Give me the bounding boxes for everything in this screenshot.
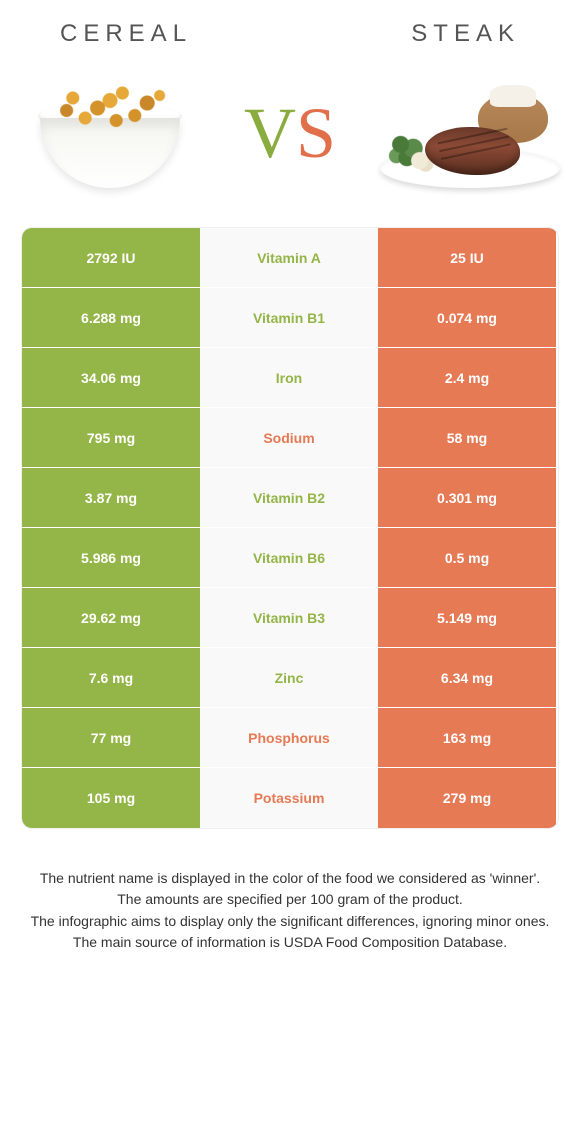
nutrient-row: 77 mgPhosphorus163 mg [22, 708, 558, 768]
nutrient-row: 34.06 mgIron2.4 mg [22, 348, 558, 408]
hero-row: VS [0, 58, 580, 228]
cereal-value: 7.6 mg [22, 648, 200, 708]
vs-label: VS [244, 92, 336, 175]
nutrient-table: 2792 IUVitamin A25 IU6.288 mgVitamin B10… [22, 228, 558, 828]
cereal-value: 34.06 mg [22, 348, 200, 408]
cereal-value: 29.62 mg [22, 588, 200, 648]
cereal-image [20, 68, 200, 198]
vs-v: V [244, 93, 296, 173]
nutrient-row: 5.986 mgVitamin B60.5 mg [22, 528, 558, 588]
nutrient-name: Vitamin B2 [200, 468, 378, 528]
cereal-value: 3.87 mg [22, 468, 200, 528]
cereal-value: 2792 IU [22, 228, 200, 288]
nutrient-name: Vitamin A [200, 228, 378, 288]
nutrient-name: Iron [200, 348, 378, 408]
nutrient-row: 2792 IUVitamin A25 IU [22, 228, 558, 288]
nutrient-row: 29.62 mgVitamin B35.149 mg [22, 588, 558, 648]
vs-s: S [296, 93, 336, 173]
nutrient-row: 105 mgPotassium279 mg [22, 768, 558, 828]
nutrient-row: 6.288 mgVitamin B10.074 mg [22, 288, 558, 348]
nutrient-name: Vitamin B1 [200, 288, 378, 348]
cereal-value: 5.986 mg [22, 528, 200, 588]
nutrient-row: 795 mgSodium58 mg [22, 408, 558, 468]
footer-line: The infographic aims to display only the… [28, 911, 552, 931]
footer-line: The main source of information is USDA F… [28, 932, 552, 952]
steak-value: 0.074 mg [378, 288, 556, 348]
steak-value: 0.301 mg [378, 468, 556, 528]
cereal-value: 795 mg [22, 408, 200, 468]
steak-value: 0.5 mg [378, 528, 556, 588]
cereal-value: 77 mg [22, 708, 200, 768]
nutrient-name: Sodium [200, 408, 378, 468]
header: CEREAL STEAK [0, 0, 580, 58]
nutrient-name: Vitamin B6 [200, 528, 378, 588]
nutrient-name: Zinc [200, 648, 378, 708]
footer-notes: The nutrient name is displayed in the co… [0, 858, 580, 993]
title-steak: STEAK [411, 20, 520, 48]
steak-value: 58 mg [378, 408, 556, 468]
footer-line: The amounts are specified per 100 gram o… [28, 889, 552, 909]
cereal-value: 105 mg [22, 768, 200, 828]
steak-value: 6.34 mg [378, 648, 556, 708]
steak-value: 2.4 mg [378, 348, 556, 408]
nutrient-name: Vitamin B3 [200, 588, 378, 648]
steak-value: 279 mg [378, 768, 556, 828]
steak-value: 163 mg [378, 708, 556, 768]
nutrient-name: Potassium [200, 768, 378, 828]
title-cereal: CEREAL [60, 20, 192, 48]
nutrient-row: 7.6 mgZinc6.34 mg [22, 648, 558, 708]
cereal-value: 6.288 mg [22, 288, 200, 348]
nutrient-name: Phosphorus [200, 708, 378, 768]
steak-value: 25 IU [378, 228, 556, 288]
steak-image [380, 68, 560, 198]
nutrient-row: 3.87 mgVitamin B20.301 mg [22, 468, 558, 528]
footer-line: The nutrient name is displayed in the co… [28, 868, 552, 888]
steak-value: 5.149 mg [378, 588, 556, 648]
